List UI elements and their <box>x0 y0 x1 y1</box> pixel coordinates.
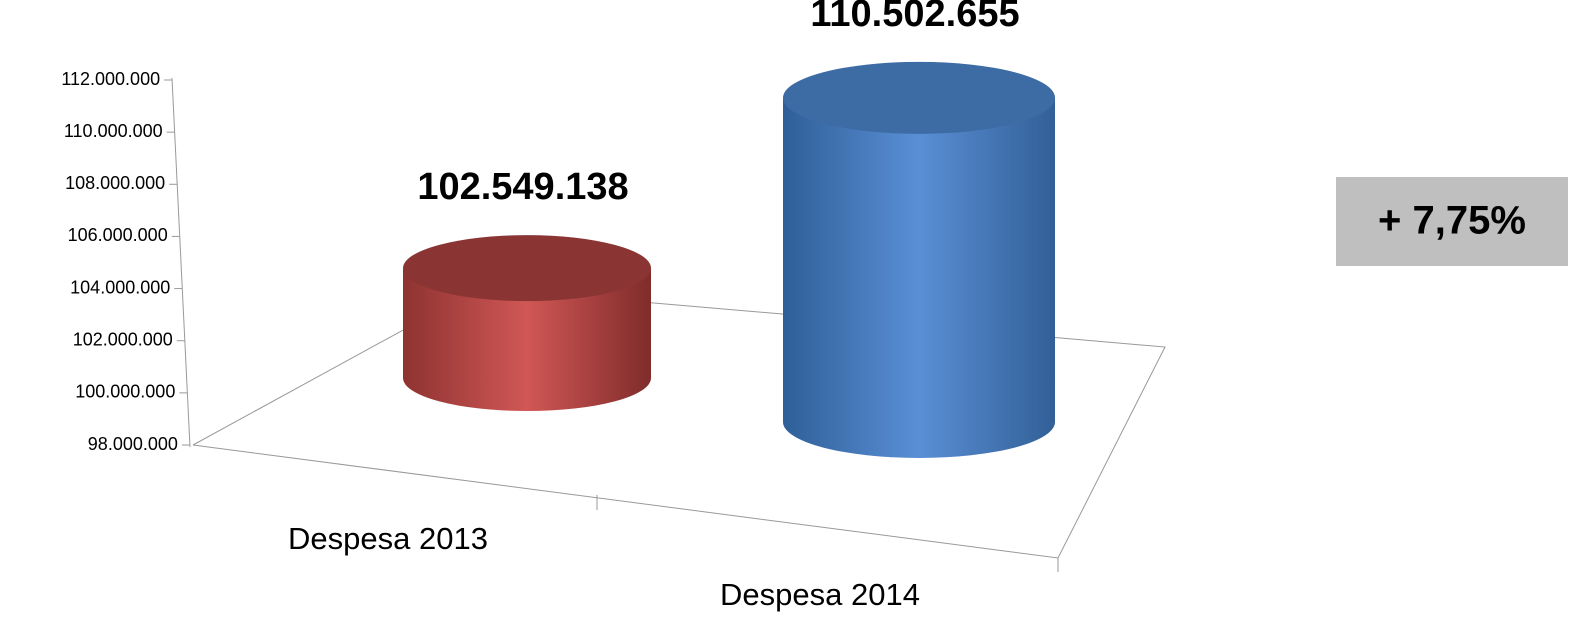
cylinder <box>783 61 1055 458</box>
y-tick-label: 100.000.000 <box>75 382 175 402</box>
cylinder <box>403 235 651 411</box>
x-tick-label: Despesa 2013 <box>288 521 488 556</box>
cylinder-top <box>783 61 1055 134</box>
y-tick-label: 110.000.000 <box>64 121 163 141</box>
value-label: 110.502.655 <box>810 0 1019 35</box>
value-label: 102.549.138 <box>417 166 628 208</box>
y-axis <box>171 77 191 448</box>
y-tick-label: 112.000.000 <box>61 69 160 89</box>
y-tick-label: 106.000.000 <box>68 225 168 245</box>
y-tick-label: 104.000.000 <box>70 277 170 297</box>
cylinder-body <box>783 97 1055 458</box>
annotation-box <box>1336 177 1568 266</box>
cylinder-body <box>403 268 651 411</box>
y-tick-label: 108.000.000 <box>65 173 165 193</box>
cylinder-top <box>403 235 651 302</box>
annotation: + 7,75% <box>1378 199 1526 243</box>
floor <box>192 287 1166 559</box>
y-tick-label: 98.000.000 <box>88 434 178 454</box>
x-tick-label: Despesa 2014 <box>720 577 920 612</box>
y-tick-label: 102.000.000 <box>73 329 173 349</box>
